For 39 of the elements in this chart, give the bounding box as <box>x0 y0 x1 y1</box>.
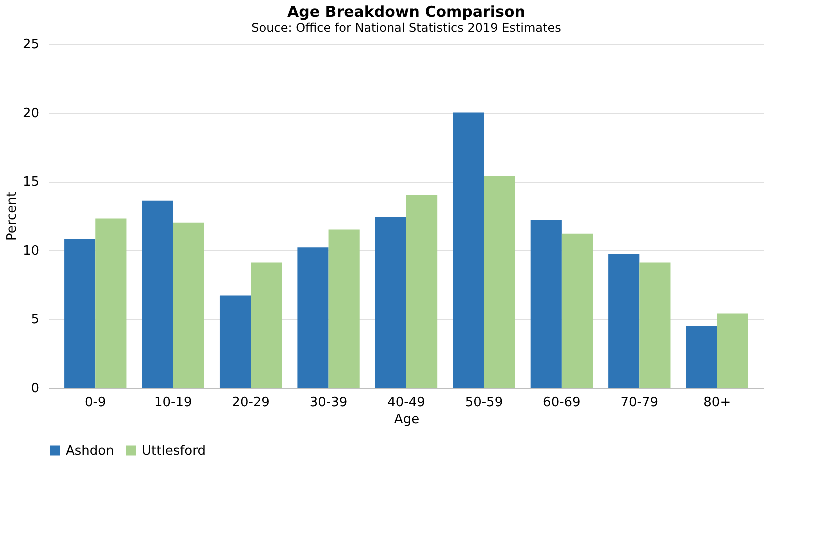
bar <box>220 296 252 388</box>
x-tick-label: 40-49 <box>388 396 426 410</box>
x-tick-label: 60-69 <box>543 396 581 410</box>
y-tick-label: 10 <box>22 244 40 259</box>
bar <box>251 262 282 388</box>
x-tick-label: 30-39 <box>310 396 348 410</box>
x-tick-label: 0-9 <box>85 396 106 410</box>
bar <box>530 220 562 388</box>
x-tick-label: 70-79 <box>620 396 659 410</box>
bar <box>96 218 127 388</box>
bar <box>173 222 204 388</box>
bar <box>484 176 516 388</box>
y-tick-label: 5 <box>31 312 40 328</box>
x-axis-title: Age <box>394 412 420 428</box>
bar <box>608 254 640 388</box>
legend-label: Ashdon <box>66 444 114 459</box>
y-tick-label: 0 <box>31 382 40 396</box>
bar <box>142 200 174 388</box>
bar <box>640 262 671 388</box>
bar <box>64 239 96 388</box>
y-tick-label: 15 <box>22 175 40 190</box>
bar <box>375 217 406 388</box>
y-tick-label: 25 <box>22 38 40 52</box>
x-tick-label: 80+ <box>704 396 732 410</box>
x-tick-label: 10-19 <box>154 396 192 410</box>
x-tick-label: 50-59 <box>465 396 504 410</box>
legend-label: Uttlesford <box>142 444 206 459</box>
bar <box>686 326 718 388</box>
y-tick-label: 20 <box>22 106 40 122</box>
chart-subtitle: Souce: Office for National Statistics 2019 Estimates <box>252 21 562 35</box>
bar <box>562 234 594 388</box>
bar <box>406 195 438 388</box>
x-tick-label: 20-29 <box>232 396 270 410</box>
bar <box>453 112 484 388</box>
y-axis-title: Percent <box>4 192 20 241</box>
bar <box>328 230 360 388</box>
bar <box>298 248 329 388</box>
chart-title: Age Breakdown Comparison <box>288 3 526 21</box>
bar <box>717 314 748 388</box>
